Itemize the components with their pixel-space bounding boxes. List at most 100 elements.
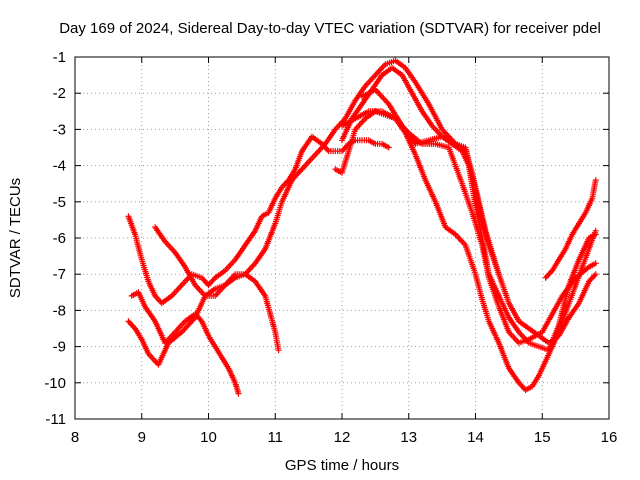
data-point [578, 222, 580, 225]
axis-ticks: 8 9 10 11 12 13 14 15 16 -1 -2 -3 -4 -5 -6 -7 -8 -9 -10 -11 [44, 49, 617, 446]
data-point [544, 277, 547, 279]
data-point [411, 92, 413, 94]
data-point [374, 74, 377, 76]
data-point [498, 342, 500, 344]
data-point [291, 179, 293, 181]
data-point [361, 139, 363, 142]
data-point [294, 168, 297, 171]
data-point [207, 284, 210, 286]
x-tick-label: 14 [467, 429, 484, 446]
data-point [434, 201, 437, 203]
data-point [404, 67, 407, 69]
data-point [137, 291, 140, 294]
data-point [484, 229, 487, 232]
data-point [518, 320, 520, 323]
data-point [144, 305, 146, 308]
data-point [154, 320, 156, 323]
data-point [361, 103, 363, 105]
data-point [474, 204, 477, 207]
data-point [181, 284, 183, 286]
data-point [174, 251, 176, 254]
data-point [364, 85, 367, 87]
data-point [254, 262, 257, 265]
data-point [130, 295, 133, 297]
data-point [518, 342, 520, 344]
data-point [584, 211, 587, 214]
x-tick-label: 8 [71, 429, 79, 446]
data-point [264, 248, 267, 250]
data-point [347, 150, 350, 152]
data-point [401, 124, 403, 127]
data-point [381, 110, 383, 113]
data-point [234, 273, 236, 276]
data-point [254, 229, 257, 232]
data-point [524, 389, 527, 391]
data-point [281, 186, 283, 189]
data-point [528, 327, 530, 330]
data-point [311, 135, 313, 138]
data-point [508, 367, 510, 370]
data-point [434, 143, 437, 145]
data-point [528, 342, 530, 344]
data-point [464, 150, 467, 152]
data-point [324, 143, 327, 145]
data-point [387, 103, 390, 105]
data-point [471, 211, 473, 214]
data-point [244, 244, 247, 247]
data-point [227, 367, 230, 370]
data-point [341, 124, 343, 127]
data-point [277, 349, 280, 352]
data-point [224, 269, 226, 272]
data-point [244, 273, 247, 276]
data-point [334, 168, 337, 171]
data-point [334, 150, 337, 152]
data-point [414, 143, 417, 145]
data-point [194, 284, 196, 286]
data-point [551, 269, 554, 272]
data-point [481, 298, 483, 301]
data-point [564, 248, 567, 250]
data-point [441, 135, 443, 138]
series-markers [125, 133, 392, 307]
data-point [184, 266, 186, 268]
data-point [538, 374, 540, 377]
y-tick-label: -11 [45, 411, 66, 428]
data-point [354, 99, 357, 102]
data-point [157, 363, 160, 366]
data-point [234, 382, 236, 384]
y-tick-label: -8 [53, 302, 66, 319]
y-tick-label: -1 [53, 49, 66, 66]
y-tick-label: -10 [44, 375, 66, 392]
data-point [164, 342, 166, 344]
data-point [384, 63, 387, 66]
data-point [574, 277, 577, 279]
data-point [588, 266, 590, 268]
data-series [125, 57, 599, 397]
data-point [204, 295, 206, 297]
x-tick-label: 13 [400, 429, 417, 446]
data-point [234, 258, 236, 261]
data-point [181, 331, 183, 333]
data-point [237, 392, 240, 395]
data-point [281, 201, 283, 203]
data-point [594, 262, 597, 265]
data-point [488, 273, 490, 276]
data-point [344, 117, 347, 120]
data-point [394, 59, 397, 62]
data-point [364, 117, 367, 120]
data-point [134, 327, 136, 330]
data-point [224, 284, 226, 286]
data-point [274, 331, 277, 333]
data-point [214, 345, 216, 348]
data-point [481, 237, 483, 239]
series-arc-h [359, 86, 502, 278]
y-tick-label: -9 [53, 339, 66, 356]
data-point [498, 273, 500, 276]
data-point [154, 295, 156, 297]
data-point [591, 197, 594, 199]
data-point [414, 81, 417, 84]
data-point [374, 143, 377, 145]
data-point [427, 139, 430, 142]
data-point [464, 146, 467, 149]
data-point [127, 320, 130, 323]
